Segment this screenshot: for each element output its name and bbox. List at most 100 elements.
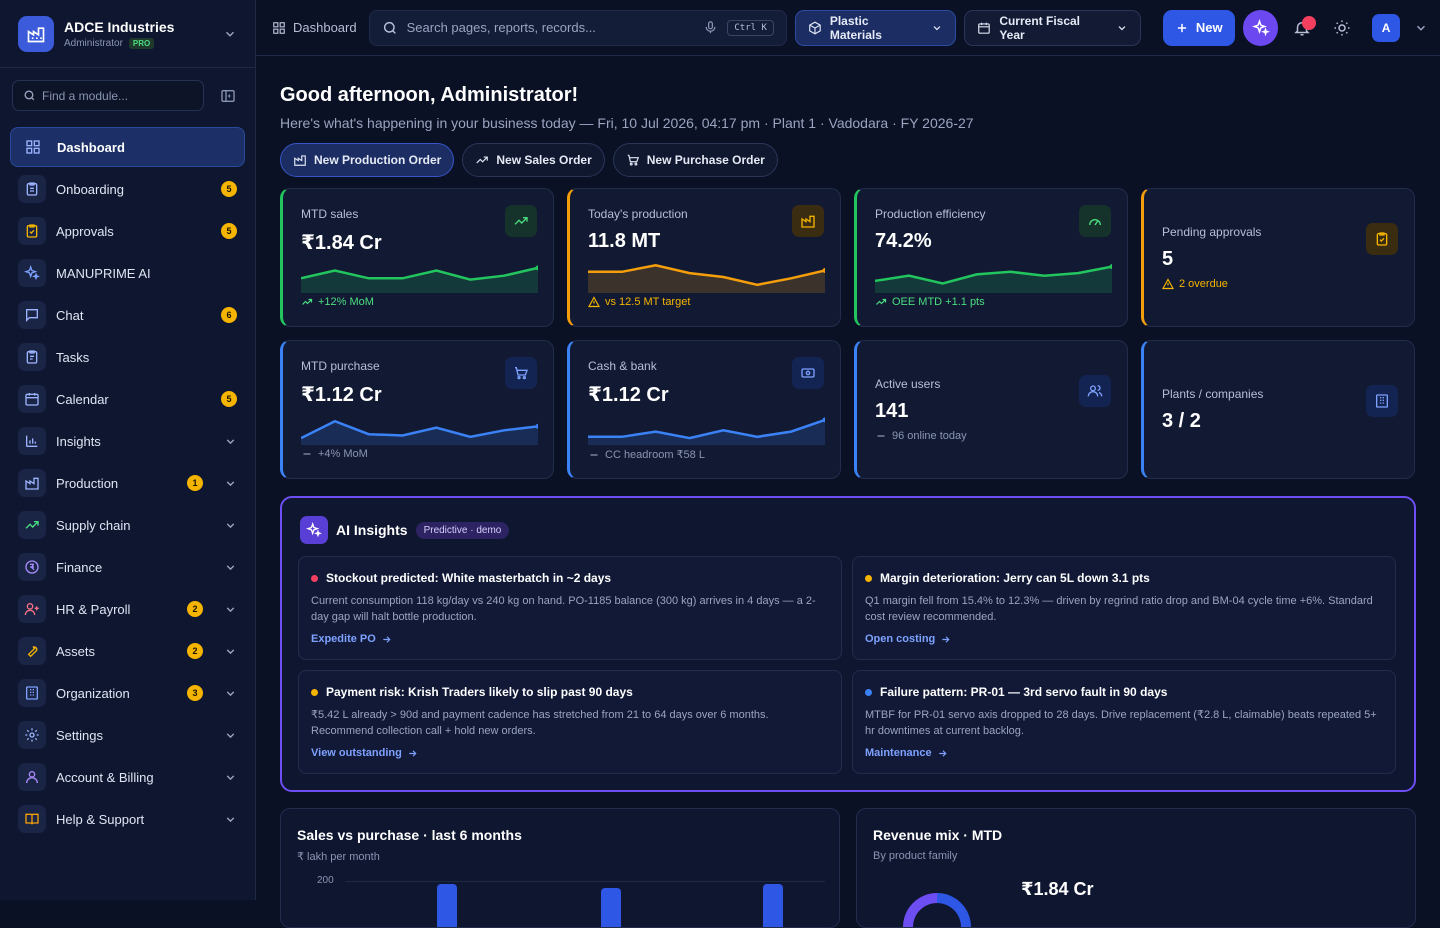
sidebar-item-help-support[interactable]: Help & Support: [10, 799, 245, 839]
kpi-active-users[interactable]: Active users 141 96 online today: [854, 340, 1128, 479]
new-purchase-order-button[interactable]: New Purchase Order: [612, 143, 778, 177]
sidebar-item-manuprime-ai[interactable]: MANUPRIME AI: [10, 253, 245, 293]
ai-insight-card[interactable]: Payment risk: Krish Traders likely to sl…: [298, 670, 842, 774]
kpi-mtd-purchase[interactable]: MTD purchase ₹1.12 Cr +4% MoM: [280, 340, 554, 479]
user-role: Administrator: [64, 37, 123, 49]
kpi-pending-approvals[interactable]: Pending approvals 5 2 overdue: [1141, 188, 1415, 327]
breadcrumb[interactable]: Dashboard: [268, 20, 361, 35]
sidebar-item-dashboard[interactable]: Dashboard: [10, 127, 245, 167]
kpi-mtd-sales[interactable]: MTD sales ₹1.84 Cr +12% MoM: [280, 188, 554, 327]
chart-bar[interactable]: [601, 888, 621, 927]
chevron-down-icon: [217, 435, 237, 448]
sidebar-item-supply-chain[interactable]: Supply chain: [10, 505, 245, 545]
trend-up-icon: [302, 298, 313, 305]
revenue-mix-title: Revenue mix · MTD: [873, 827, 1003, 843]
sidebar-item-onboarding[interactable]: Onboarding 5: [10, 169, 245, 209]
gridline: [345, 881, 825, 882]
factory-logo-icon: [18, 15, 54, 52]
kpi-cash-bank[interactable]: Cash & bank ₹1.12 Cr CC headroom ₹58 L: [567, 340, 841, 479]
sidebar-item-assets[interactable]: Assets 2: [10, 631, 245, 671]
kpi-footnote: 2 overdue: [1179, 278, 1228, 290]
count-badge: 1: [187, 475, 203, 491]
new-production-order-button[interactable]: New Production Order: [280, 143, 455, 177]
sidebar-item-production[interactable]: Production 1: [10, 463, 245, 503]
ai-insight-card[interactable]: Failure pattern: PR-01 — 3rd servo fault…: [852, 670, 1396, 774]
sidebar-item-settings[interactable]: Settings: [10, 715, 245, 755]
insight-link[interactable]: Expedite PO: [311, 633, 392, 645]
new-purchase-order-label: New Purchase Order: [646, 153, 765, 167]
kpi-todays-production[interactable]: Today's production 11.8 MT vs 12.5 MT ta…: [567, 188, 841, 327]
collapse-sidebar-button[interactable]: [212, 80, 243, 111]
insight-link[interactable]: View outstanding: [311, 747, 418, 759]
clipboard-check-icon: [1366, 223, 1398, 255]
arrow-right-icon: [383, 635, 391, 643]
theme-toggle-button[interactable]: [1326, 10, 1358, 46]
kpi-sparkline: [588, 264, 825, 293]
chevron-down-icon: [225, 31, 235, 37]
sidebar-item-calendar[interactable]: Calendar 5: [10, 379, 245, 419]
insight-link[interactable]: Maintenance: [865, 747, 948, 759]
global-search-input[interactable]: Search pages, reports, records... Ctrl K: [368, 9, 787, 46]
sidebar-item-tasks[interactable]: Tasks: [10, 337, 245, 377]
kpi-sparkline: [875, 264, 1112, 293]
ai-insight-card[interactable]: Stockout predicted: White masterbatch in…: [298, 556, 842, 660]
module-search-input[interactable]: Find a module...: [12, 80, 204, 111]
new-button[interactable]: New: [1162, 9, 1235, 46]
kpi-production-efficiency[interactable]: Production efficiency 74.2% OEE MTD +1.1…: [854, 188, 1128, 327]
period-selector[interactable]: Current Fiscal Year: [964, 9, 1141, 46]
chart-bar[interactable]: [437, 884, 457, 927]
new-sales-order-label: New Sales Order: [496, 153, 592, 167]
company-switcher[interactable]: ADCE Industries Administrator PRO: [0, 0, 255, 68]
sidebar-item-label: Settings: [56, 727, 103, 743]
microphone-icon[interactable]: [703, 20, 718, 35]
ai-assistant-button[interactable]: [1242, 9, 1279, 46]
cart-icon: [505, 357, 537, 389]
chevron-down-icon: [217, 813, 237, 826]
plan-badge: PRO: [128, 37, 155, 49]
chevron-down-icon: [217, 729, 237, 742]
sidebar-item-organization[interactable]: Organization 3: [10, 673, 245, 713]
notifications-button[interactable]: [1286, 10, 1318, 46]
segment-label: Plastic Materials: [829, 13, 882, 42]
kpi-value: 5: [1162, 248, 1174, 270]
kpi-plants-companies[interactable]: Plants / companies 3 / 2: [1141, 340, 1415, 479]
sales-vs-purchase-chart: Sales vs purchase · last 6 months ₹ lakh…: [280, 808, 840, 928]
sidebar-item-account-billing[interactable]: Account & Billing: [10, 757, 245, 797]
segment-selector[interactable]: Plastic Materials: [794, 9, 957, 46]
clipboard-icon: [18, 175, 46, 203]
search-icon: [383, 21, 396, 34]
kpi-value: 3 / 2: [1162, 410, 1201, 432]
severity-dot: [865, 688, 872, 696]
chevron-down-icon[interactable]: [1414, 21, 1428, 35]
sidebar-item-label: Tasks: [56, 349, 90, 365]
breadcrumb-label: Dashboard: [293, 20, 357, 35]
sidebar-item-chat[interactable]: Chat 6: [10, 295, 245, 335]
sparkline-line: [588, 418, 825, 440]
sidebar-item-label: Help & Support: [56, 811, 145, 827]
count-badge: 2: [187, 601, 203, 617]
sidebar-item-finance[interactable]: Finance: [10, 547, 245, 587]
sparkline-area: [301, 421, 538, 445]
main-content: Good afternoon, Administrator! Here's wh…: [280, 56, 1416, 928]
plus-icon: [1177, 23, 1186, 32]
avatar[interactable]: A: [1372, 13, 1401, 42]
book-icon: [18, 805, 46, 833]
sidebar-item-hr-payroll[interactable]: HR & Payroll 2: [10, 589, 245, 629]
ai-insight-card[interactable]: Margin deterioration: Jerry can 5L down …: [852, 556, 1396, 660]
sidebar-item-label: Onboarding: [56, 181, 124, 197]
sidebar-item-approvals[interactable]: Approvals 5: [10, 211, 245, 251]
sidebar-item-label: Calendar: [56, 391, 109, 407]
new-sales-order-button[interactable]: New Sales Order: [462, 143, 605, 177]
sidebar-item-insights[interactable]: Insights: [10, 421, 245, 461]
count-badge: 5: [221, 391, 237, 407]
users-icon: [1079, 375, 1111, 407]
chevron-down-icon: [217, 477, 237, 490]
sun-icon: [1334, 20, 1350, 35]
insight-link[interactable]: Open costing: [865, 633, 951, 645]
chart-bar[interactable]: [763, 884, 783, 927]
count-badge: 5: [221, 223, 237, 239]
sidebar-toggle-icon: [220, 89, 235, 102]
kpi-label: MTD sales: [301, 207, 359, 221]
new-production-order-label: New Production Order: [314, 153, 442, 167]
insight-link-label: View outstanding: [311, 747, 402, 759]
